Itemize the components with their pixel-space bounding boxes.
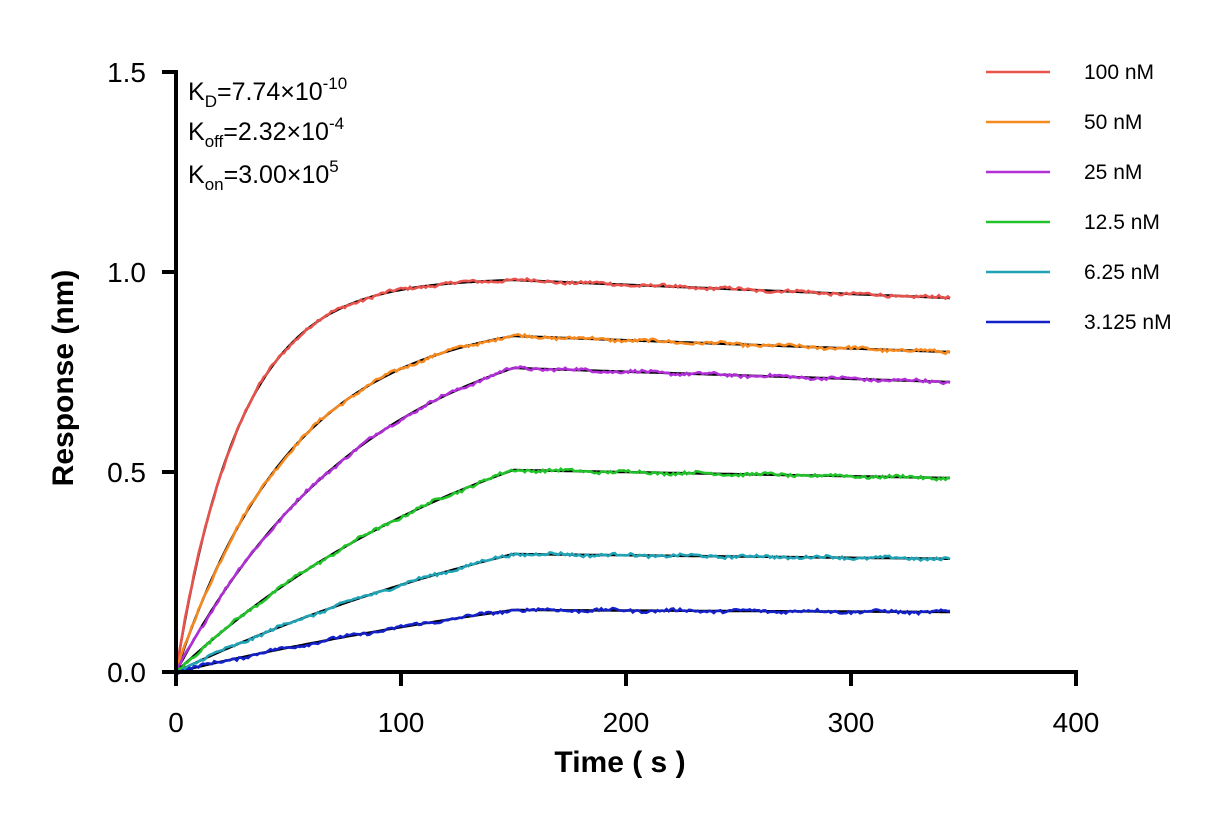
y-tick-label-1-0: 1.0 bbox=[107, 257, 146, 288]
data-curves bbox=[174, 276, 951, 675]
data-curve-5 bbox=[175, 606, 951, 675]
axis-ticks bbox=[162, 70, 1078, 686]
y-tick-label-0: 0.0 bbox=[107, 657, 146, 688]
x-tick-label-300: 300 bbox=[828, 707, 875, 738]
y-axis-title: Response (nm) bbox=[47, 270, 80, 487]
legend-label-5: 3.125 nM bbox=[1084, 311, 1172, 334]
data-curve-1 bbox=[174, 332, 951, 673]
kon-annotation: Kon=3.00×105 bbox=[188, 157, 339, 194]
x-tick-label-200: 200 bbox=[603, 707, 650, 738]
koff-annotation: Koff=2.32×10-4 bbox=[188, 114, 344, 151]
legend-label-1: 50 nM bbox=[1084, 111, 1142, 134]
x-tick-label-100: 100 bbox=[378, 707, 425, 738]
fit-curve-2 bbox=[174, 366, 951, 673]
data-curve-2 bbox=[174, 365, 951, 673]
y-tick-label-1-5: 1.5 bbox=[107, 57, 146, 88]
kd-annotation: KD=7.74×10-10 bbox=[188, 74, 347, 111]
legend-label-4: 6.25 nM bbox=[1084, 261, 1160, 284]
x-axis-title: Time ( s ) bbox=[554, 746, 685, 779]
fit-curve-3 bbox=[175, 468, 950, 673]
data-curve-4 bbox=[175, 550, 951, 674]
x-tick-label-400: 400 bbox=[1053, 707, 1100, 738]
data-curve-3 bbox=[175, 467, 951, 673]
y-tick-label-0-5: 0.5 bbox=[107, 457, 146, 488]
legend-label-2: 25 nM bbox=[1084, 161, 1142, 184]
legend: 100 nM 50 nM 25 nM 12.5 nM 6.25 nM 3.125 nM bbox=[986, 61, 1172, 334]
fit-curve-4 bbox=[175, 552, 950, 674]
data-curve-0 bbox=[174, 276, 951, 673]
fit-curve-5 bbox=[175, 608, 950, 674]
x-tick-label-0: 0 bbox=[168, 707, 184, 738]
legend-label-0: 100 nM bbox=[1084, 61, 1154, 84]
legend-label-3: 12.5 nM bbox=[1084, 211, 1160, 234]
